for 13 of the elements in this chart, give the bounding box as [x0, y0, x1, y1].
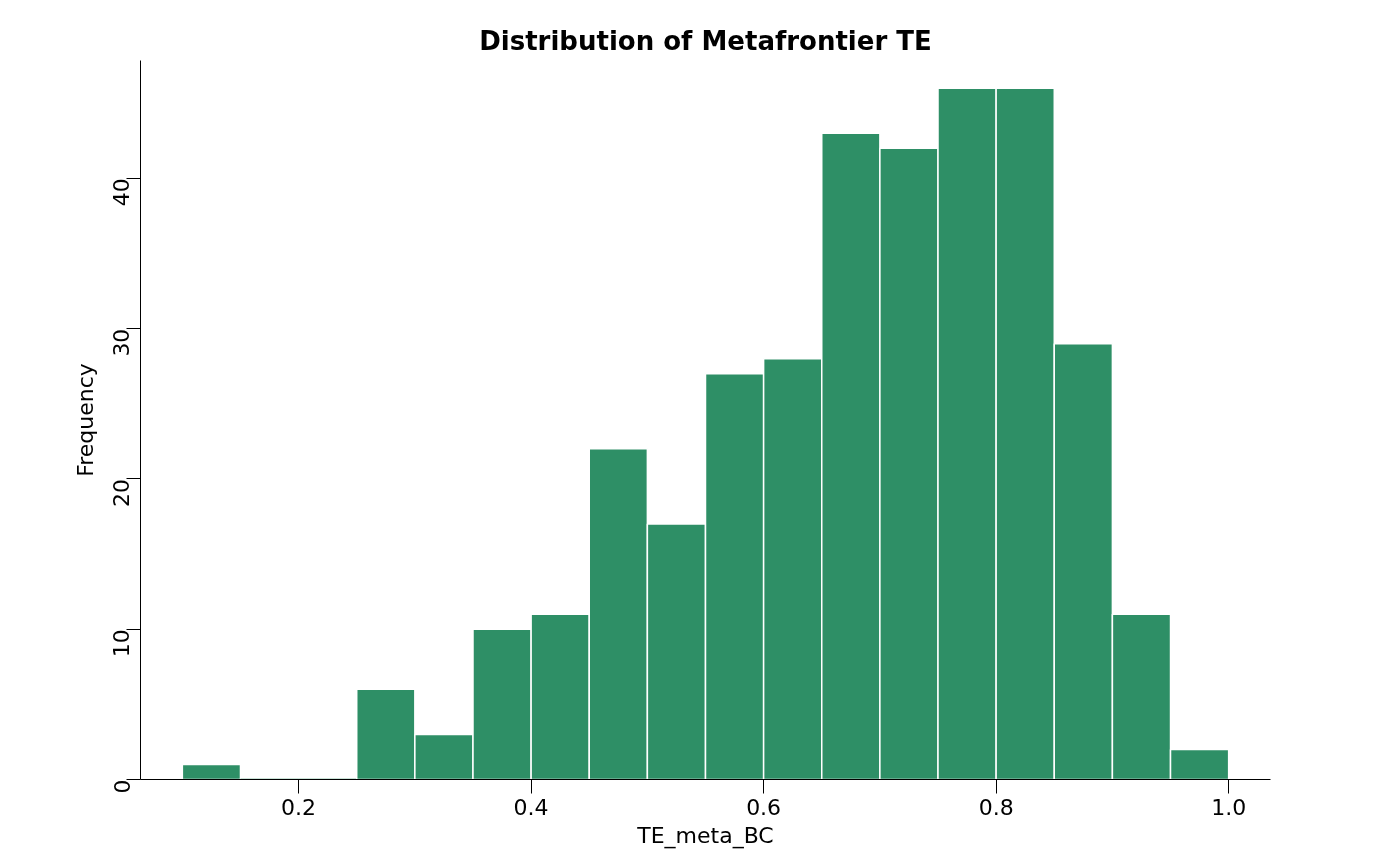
- x-tick-label: 0.2: [281, 794, 317, 820]
- x-tick-label: 0.8: [978, 794, 1014, 820]
- chart-title: Distribution of Metafrontier TE: [479, 25, 932, 56]
- y-tick-label: 40: [109, 178, 135, 207]
- x-tick-label: 0.6: [746, 794, 782, 820]
- y-tick-label: 20: [109, 478, 135, 507]
- x-axis-title: TE_meta_BC: [636, 822, 774, 849]
- y-axis-title: Frequency: [72, 363, 98, 477]
- x-tick-label: 1.0: [1211, 794, 1247, 820]
- y-tick-label: 10: [109, 629, 135, 658]
- y-tick-label: 0: [109, 779, 135, 794]
- y-tick-label: 30: [109, 328, 135, 357]
- x-tick-label: 0.4: [513, 794, 549, 820]
